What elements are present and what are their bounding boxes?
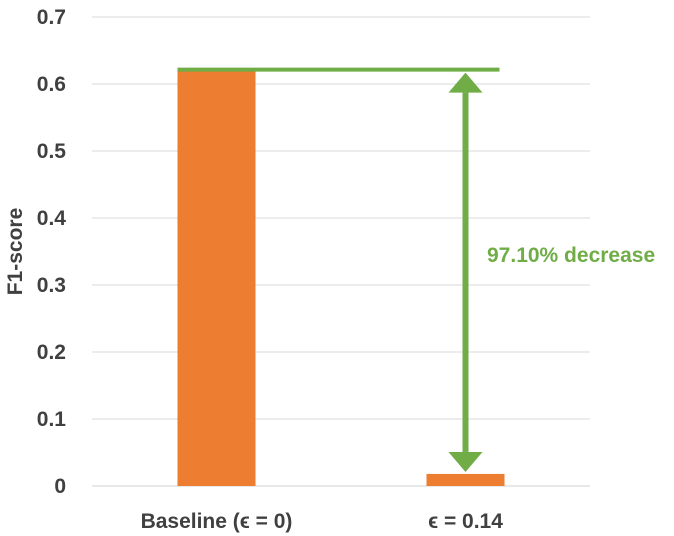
y-tick-label: 0.1 [37, 408, 67, 431]
x-category-label: Baseline (ϵ = 0) [141, 510, 293, 533]
gridlines [92, 16, 590, 487]
x-category-label: ϵ = 0.14 [428, 510, 503, 533]
arrow-head-down [448, 451, 483, 472]
y-tick-label: 0.3 [37, 274, 66, 297]
y-tick-label: 0.4 [37, 207, 67, 230]
decrease-label: 97.10% decrease [487, 244, 655, 267]
y-tick-label: 0.6 [37, 73, 66, 96]
y-axis-title: F1-score [4, 208, 27, 296]
bar [177, 70, 256, 486]
y-tick-label: 0.7 [37, 6, 66, 29]
decrease-annotation: 97.10% decrease [177, 67, 655, 472]
arrow-head-up [448, 72, 483, 93]
y-tick-label: 0 [54, 475, 66, 498]
x-axis-categories: Baseline (ϵ = 0) ϵ = 0.14 [141, 510, 504, 533]
bars [177, 70, 505, 486]
y-tick-label: 0.5 [37, 140, 67, 163]
arrow-shaft [462, 92, 469, 452]
y-axis-ticks: 0 0.1 0.2 0.3 0.4 0.5 0.6 0.7 [37, 6, 67, 498]
y-tick-label: 0.2 [37, 341, 66, 364]
bar [426, 473, 505, 486]
